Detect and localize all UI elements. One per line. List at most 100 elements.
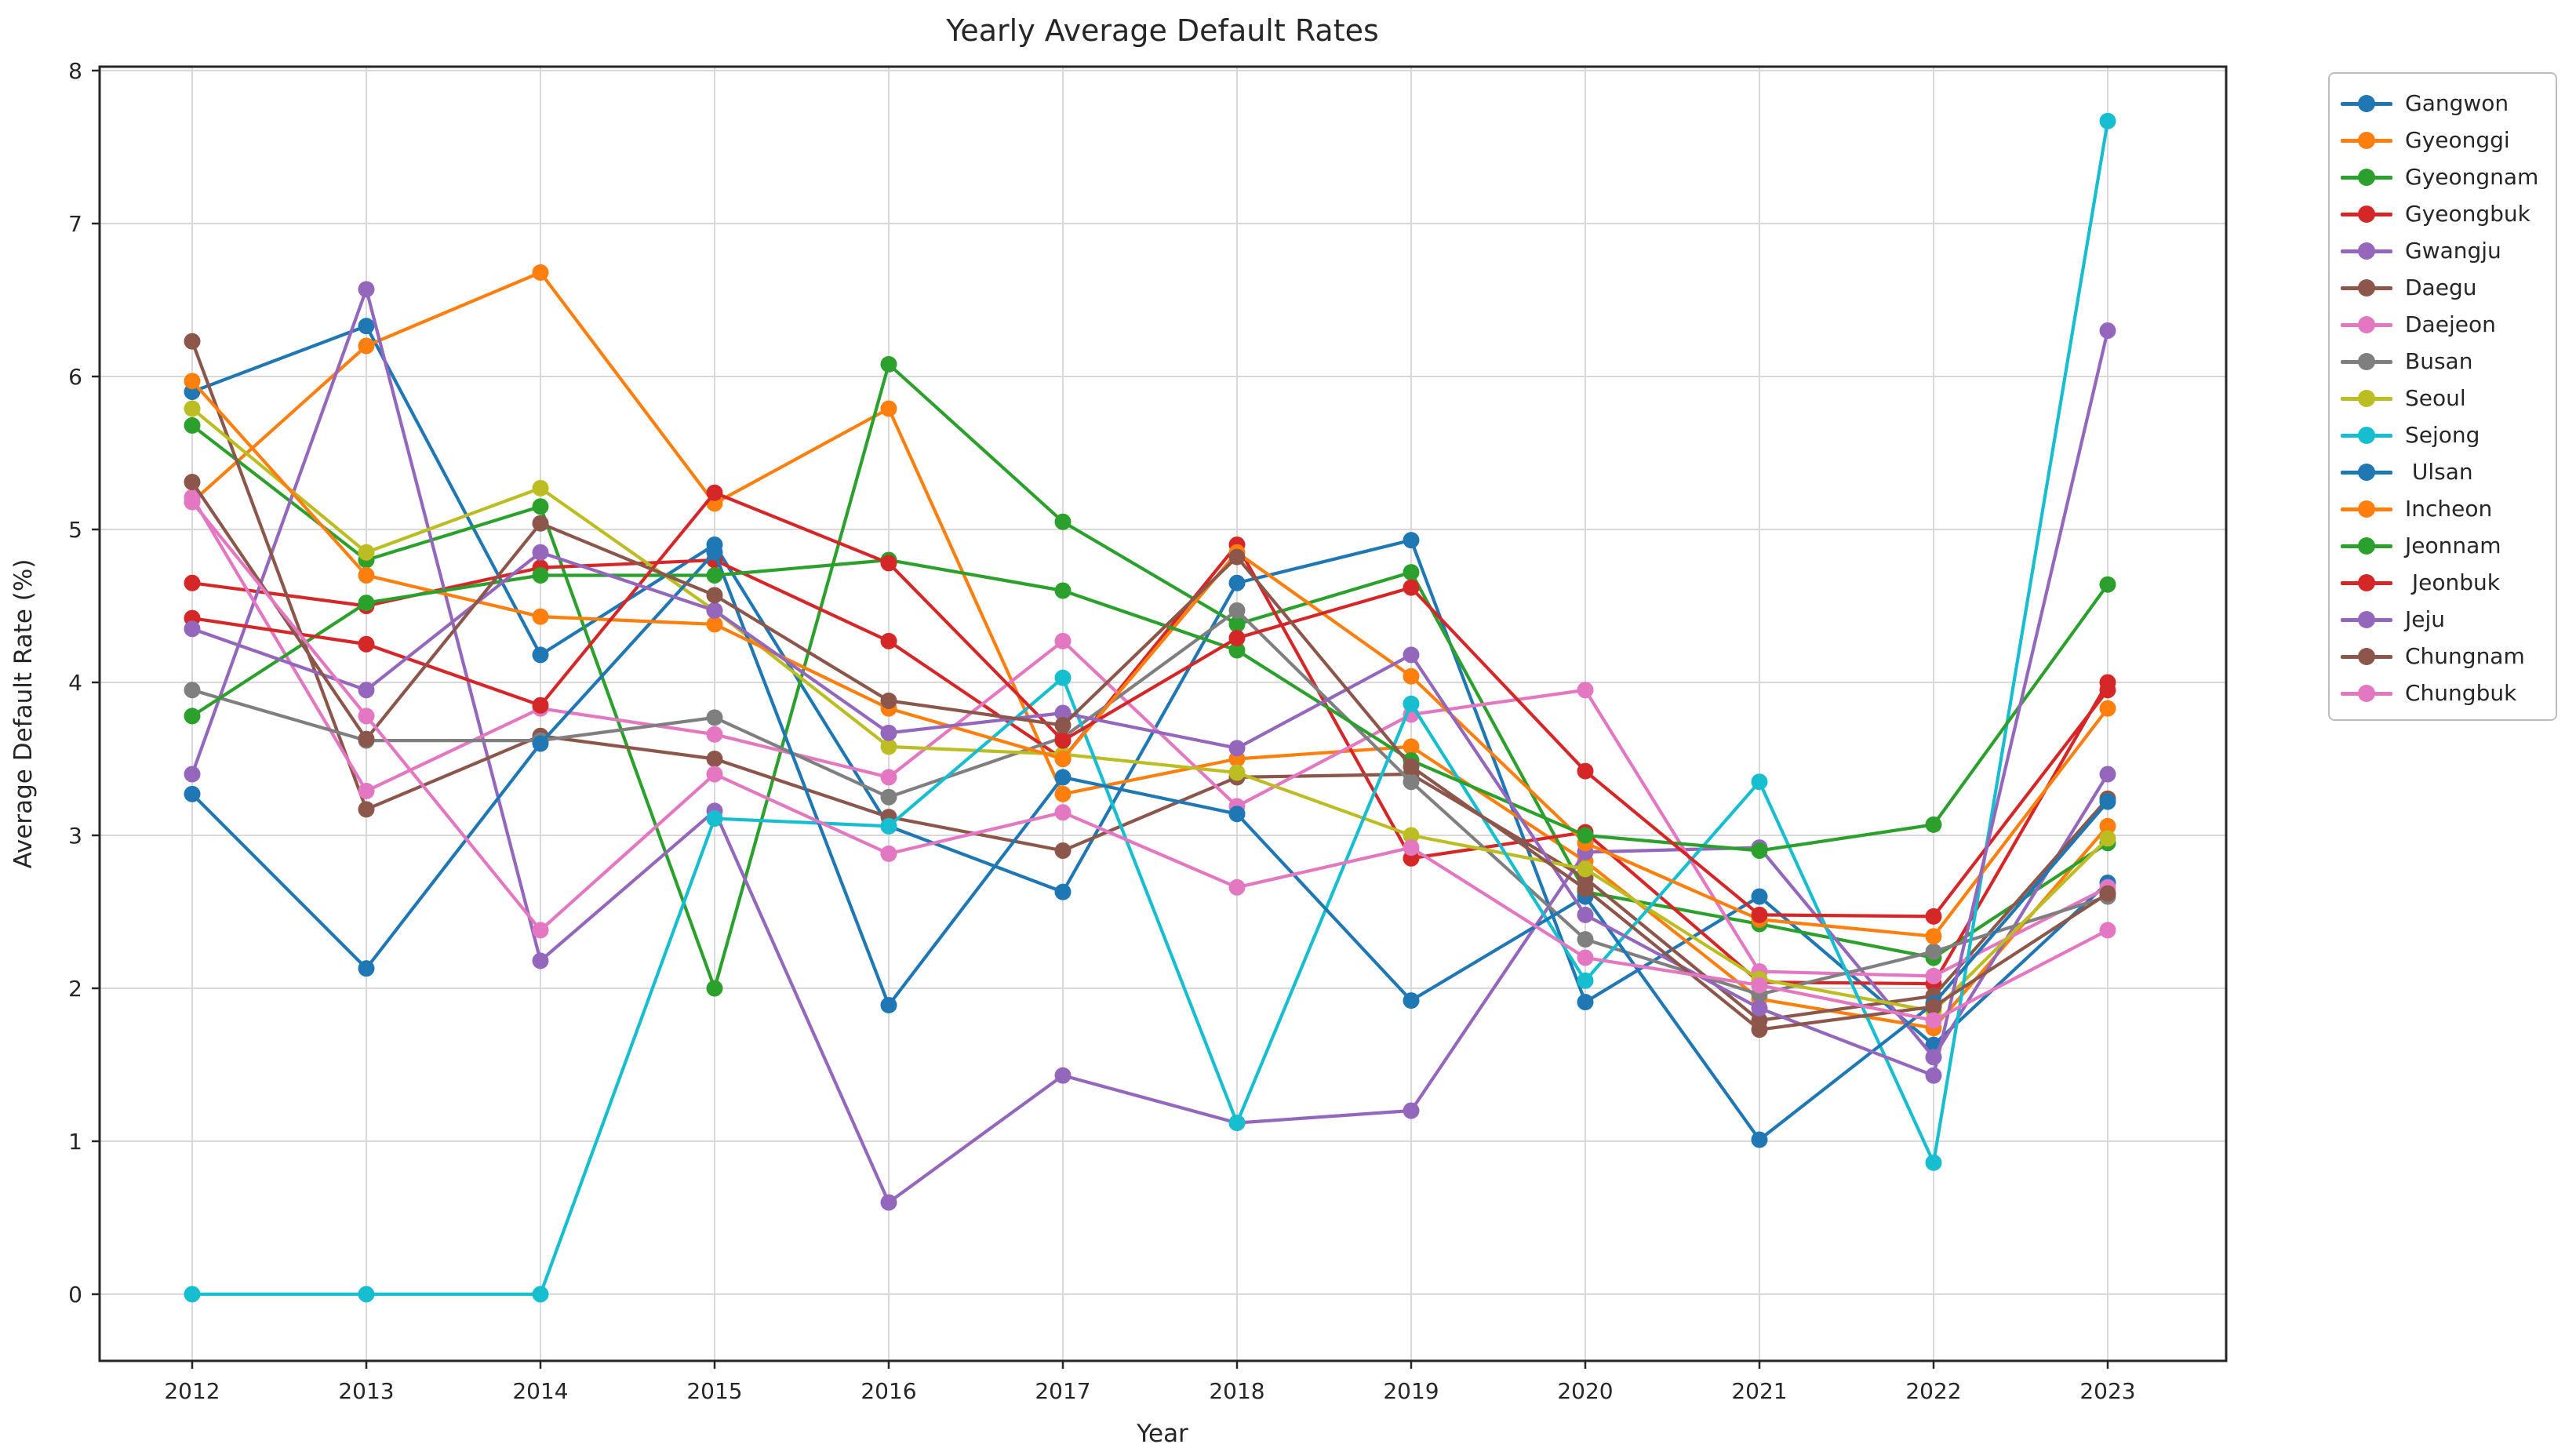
data-point	[2099, 830, 2116, 847]
data-point	[2099, 576, 2116, 593]
data-point	[1228, 629, 1246, 646]
series-gwangju	[184, 281, 2116, 1211]
data-point	[358, 318, 375, 335]
legend-marker-icon	[2341, 610, 2392, 628]
data-point	[1925, 1067, 1942, 1084]
data-point	[358, 595, 375, 612]
data-point	[1925, 1012, 1942, 1029]
series-line	[190, 271, 2110, 1030]
legend-item-daegu: Daegu	[2341, 269, 2541, 306]
data-point	[1228, 878, 1246, 896]
data-point	[1751, 888, 1768, 905]
legend-item-label: Jeju	[2405, 606, 2446, 632]
legend-item-label: Gyeongbuk	[2405, 201, 2531, 227]
x-tick-label: 2015	[686, 1378, 742, 1404]
legend-marker-icon	[2341, 94, 2392, 112]
data-point	[1228, 1115, 1246, 1132]
data-point	[880, 400, 897, 417]
data-point	[1577, 931, 1594, 948]
data-point	[1054, 769, 1072, 786]
data-point	[1054, 513, 1072, 530]
data-point	[1577, 762, 1594, 780]
series-chungnam	[184, 474, 2116, 1039]
data-point	[532, 646, 549, 664]
axes	[92, 65, 2228, 1369]
data-point	[532, 544, 549, 561]
data-point	[358, 682, 375, 699]
legend-dot	[2358, 131, 2375, 149]
legend-marker-icon	[2341, 315, 2392, 333]
data-point	[184, 766, 201, 783]
data-point	[706, 616, 723, 633]
data-point	[184, 785, 201, 802]
data-point	[1925, 1154, 1942, 1171]
data-point	[358, 707, 375, 725]
data-point	[1054, 785, 1072, 802]
data-point	[880, 355, 897, 373]
legend-marker-icon	[2341, 684, 2392, 702]
data-point	[2099, 322, 2116, 339]
data-point	[184, 707, 201, 725]
data-point	[358, 960, 375, 977]
data-point	[1403, 1102, 1420, 1119]
legend-item-label: Jeonnam	[2405, 533, 2501, 558]
data-point	[532, 735, 549, 752]
legend-dot	[2358, 352, 2375, 370]
data-point	[1228, 548, 1246, 566]
legend-marker-icon	[2341, 131, 2392, 149]
legend-dot	[2358, 94, 2375, 112]
legend-item-ulsan: Ulsan	[2341, 453, 2541, 490]
data-point	[1054, 1067, 1072, 1084]
y-tick-label: 2	[68, 976, 82, 1002]
legend-item-chungnam: Chungnam	[2341, 638, 2541, 675]
legend-item-label: Jeonbuk	[2405, 569, 2500, 595]
data-point	[1577, 972, 1594, 989]
legend-item-label: Gyeongnam	[2405, 164, 2539, 190]
data-point	[532, 952, 549, 969]
data-point	[880, 724, 897, 741]
legend-marker-icon	[2341, 278, 2392, 296]
data-point	[1751, 842, 1768, 859]
data-point	[358, 1286, 375, 1303]
data-point	[1403, 579, 1420, 596]
data-point	[706, 544, 723, 561]
legend-item-label: Incheon	[2405, 496, 2493, 522]
legend-item-gyeongbuk: Gyeongbuk	[2341, 195, 2541, 232]
data-point	[1751, 1021, 1768, 1039]
data-point	[2099, 922, 2116, 939]
data-point	[1403, 839, 1420, 857]
y-tick-label: 5	[68, 517, 82, 543]
data-point	[1577, 827, 1594, 844]
data-point	[1228, 642, 1246, 659]
y-tick-label: 1	[68, 1129, 82, 1155]
data-point	[1054, 804, 1072, 821]
data-point	[880, 692, 897, 709]
legend-item-seoul: Seoul	[2341, 380, 2541, 416]
data-point	[706, 602, 723, 619]
data-point	[184, 682, 201, 699]
data-point	[880, 845, 897, 862]
series-line	[190, 287, 2110, 1205]
series-line	[190, 558, 2110, 853]
series-busan	[184, 602, 2116, 1003]
legend-item-gyeonggi: Gyeonggi	[2341, 122, 2541, 158]
legend-item-label: Ulsan	[2405, 459, 2473, 485]
data-point	[1228, 616, 1246, 633]
data-point	[706, 766, 723, 783]
data-point	[706, 980, 723, 997]
data-point	[1054, 842, 1072, 859]
legend-marker-icon	[2341, 168, 2392, 186]
data-point	[2099, 793, 2116, 810]
data-point	[184, 416, 201, 434]
legend-dot	[2358, 426, 2375, 444]
data-point	[880, 788, 897, 806]
data-point	[706, 709, 723, 726]
data-point	[1751, 773, 1768, 791]
x-tick-label: 2020	[1557, 1378, 1613, 1404]
series-line	[190, 551, 2110, 1142]
x-tick-label: 2017	[1035, 1378, 1090, 1404]
legend-item-gangwon: Gangwon	[2341, 85, 2541, 122]
legend-item-chungbuk: Chungbuk	[2341, 675, 2541, 711]
data-point	[1054, 732, 1072, 749]
